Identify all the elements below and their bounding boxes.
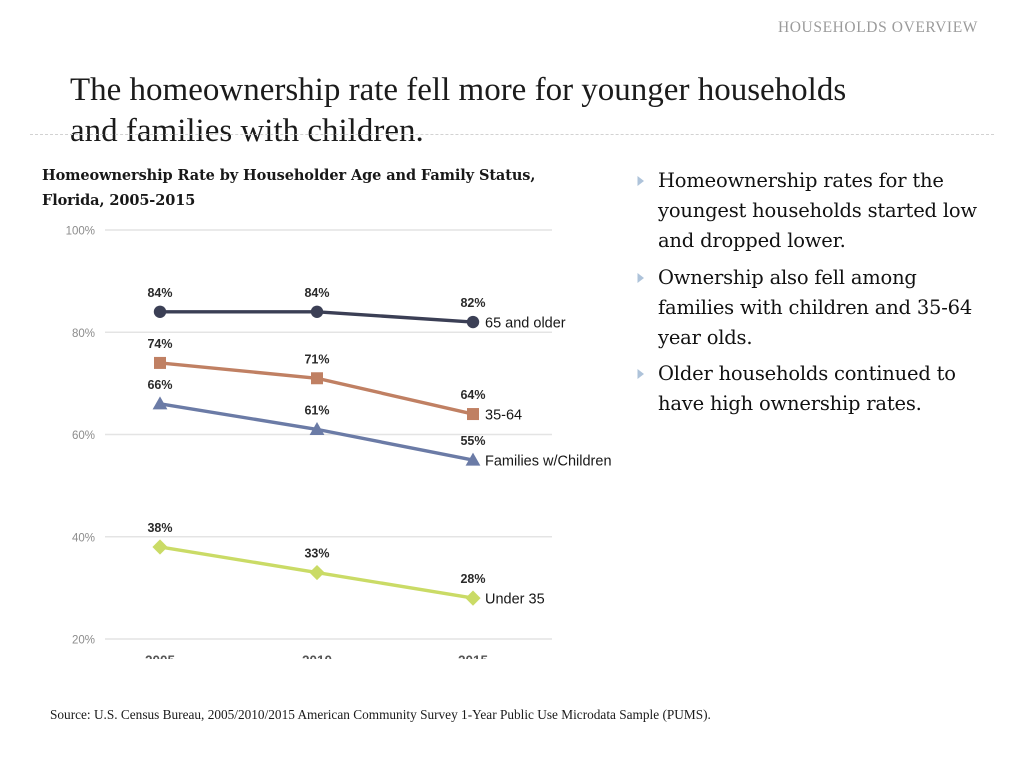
line-chart: 20% 40% 60% 80% 100% 2005 2010 2015 84% 84% 82%65 …: [42, 219, 622, 660]
data-label: 82%: [460, 296, 485, 310]
data-label: 74%: [147, 337, 172, 351]
list-item-label: Homeownership rates for the youngest hou…: [658, 169, 977, 253]
data-point-circle: [310, 305, 324, 318]
slide-kicker: HOUSEHOLDS OVERVIEW: [777, 19, 978, 36]
series-label: Under 35: [485, 592, 545, 608]
source-note: Source: U.S. Census Bureau, 2005/2010/20…: [50, 707, 711, 722]
x-axis-tick-label: 2010: [302, 653, 332, 659]
chart-title: Homeownership Rate by Householder Age an…: [42, 167, 536, 209]
data-label: 84%: [304, 286, 329, 300]
y-axis-tick-label: 80%: [72, 328, 95, 340]
data-label: 61%: [304, 403, 329, 417]
data-point-square: [154, 356, 166, 369]
data-point-triangle: [309, 421, 325, 435]
chart-canvas: 20% 40% 60% 80% 100% 2005 2010 2015 84% 84% 82%65 …: [66, 226, 612, 660]
series-label: 35-64: [485, 408, 522, 424]
chart-block: Homeownership Rate by Householder Age an…: [42, 163, 622, 683]
data-label: 33%: [304, 547, 329, 561]
triangle-right-icon: [636, 359, 658, 380]
data-label: 38%: [147, 521, 172, 535]
data-point-circle: [153, 305, 167, 318]
data-point-diamond: [309, 564, 325, 581]
list-item-label: Older households continued to have high …: [658, 362, 956, 416]
y-axis-tick-label: 100%: [66, 226, 95, 238]
bullet-list: Homeownership rates for the youngest hou…: [636, 166, 996, 426]
x-axis-tick-label: 2015: [458, 653, 489, 659]
list-item-label: Ownership also fell among families with …: [658, 265, 973, 350]
page-title: The homeownership rate fell more for you…: [70, 72, 847, 150]
data-label: 64%: [460, 388, 485, 402]
list-item: Homeownership rates for the youngest hou…: [636, 166, 996, 257]
data-label: 71%: [304, 352, 329, 366]
data-point-square: [311, 372, 323, 385]
data-point-diamond: [152, 539, 168, 555]
data-point-triangle: [465, 452, 481, 466]
data-point-triangle: [152, 396, 168, 410]
data-label: 28%: [460, 572, 485, 586]
data-label: 84%: [147, 286, 172, 300]
series-label: Families w/Children: [485, 454, 612, 470]
y-axis-tick-label: 60%: [72, 430, 95, 442]
y-axis-tick-label: 40%: [72, 532, 95, 544]
list-item: Ownership also fell among families with …: [636, 263, 996, 354]
data-label: 55%: [460, 434, 485, 448]
triangle-right-icon: [636, 166, 658, 187]
title-divider: [30, 134, 994, 135]
x-axis-tick-label: 2005: [145, 653, 176, 659]
y-axis-tick-label: 20%: [72, 635, 95, 647]
list-item: Older households continued to have high …: [636, 359, 996, 419]
triangle-right-icon: [636, 263, 658, 284]
data-point-circle: [466, 315, 480, 329]
data-point-diamond: [465, 590, 481, 606]
series-label: 65 and older: [485, 316, 566, 332]
data-label: 66%: [147, 378, 172, 392]
data-point-square: [467, 408, 479, 421]
